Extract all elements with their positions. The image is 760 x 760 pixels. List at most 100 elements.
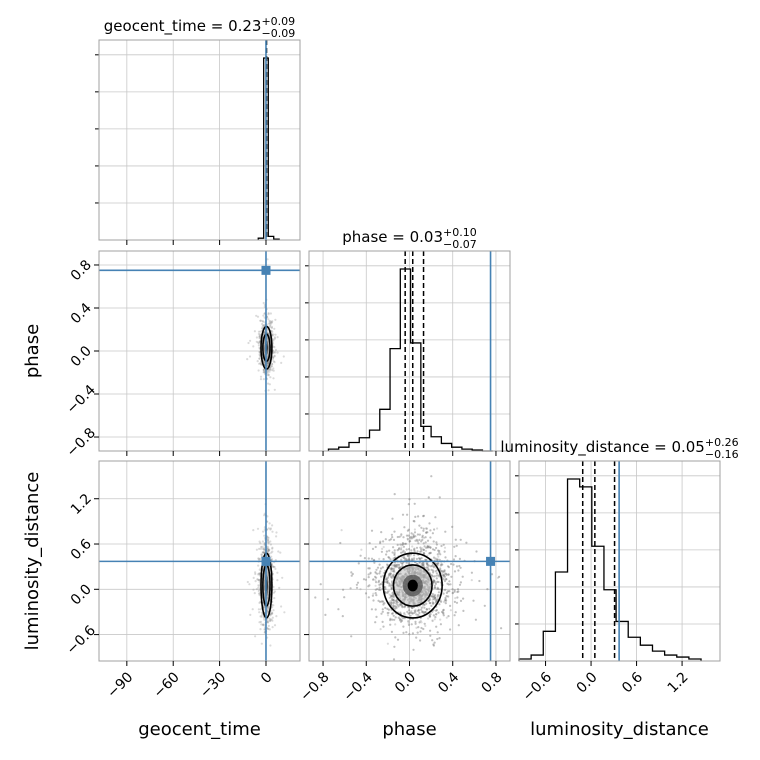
sample-point [431, 548, 435, 551]
sample-point [351, 572, 354, 576]
sample-point [437, 591, 440, 594]
sample-point [422, 552, 425, 555]
sample-point [422, 548, 426, 552]
sample-point [269, 528, 272, 531]
sample-point [432, 643, 435, 646]
sample-point [425, 608, 428, 611]
sample-point [253, 330, 256, 333]
sample-point [379, 567, 383, 570]
sample-point [393, 645, 396, 648]
sample-point [376, 587, 379, 591]
sample-point [256, 578, 259, 581]
sample-point [429, 602, 432, 605]
sample-point [433, 586, 437, 589]
sample-point [367, 585, 370, 588]
sample-point [371, 594, 374, 597]
sample-point [432, 571, 435, 574]
sample-point [256, 315, 260, 318]
sample-point [258, 588, 261, 591]
sample-point [266, 540, 270, 543]
sample-point [443, 579, 447, 583]
sample-point [369, 572, 372, 575]
sample-point [267, 360, 271, 363]
sample-point [440, 600, 443, 603]
sample-point [380, 531, 383, 534]
sample-point [374, 545, 377, 549]
sample-point [262, 551, 265, 554]
sample-point [266, 362, 269, 365]
sample-point [270, 558, 273, 561]
sample-point [426, 566, 429, 569]
sample-point [402, 631, 405, 635]
sample-point [408, 633, 411, 636]
sample-point [425, 602, 428, 605]
sample-point [407, 620, 410, 623]
sample-point [384, 591, 387, 594]
sample-point [389, 538, 393, 541]
sample-point [273, 590, 276, 593]
sample-point [432, 597, 435, 600]
sample-point [386, 607, 389, 611]
sample-point [435, 598, 438, 601]
sample-point [393, 552, 396, 555]
sample-point [435, 546, 438, 550]
sample-point [429, 602, 432, 605]
sample-point [431, 575, 434, 578]
sample-point [447, 573, 450, 576]
sample-point [260, 615, 263, 618]
sample-point [433, 598, 436, 601]
sample-point [429, 634, 432, 637]
density-peak [407, 579, 418, 592]
sample-point [393, 645, 396, 648]
sample-point [400, 618, 403, 621]
sample-point [375, 581, 378, 584]
sample-point [410, 535, 413, 539]
sample-point [428, 599, 431, 602]
sample-point [249, 339, 252, 342]
sample-point [274, 333, 277, 336]
sample-point [415, 613, 418, 616]
sample-point [437, 580, 440, 584]
sample-point [427, 568, 430, 571]
sample-point [387, 573, 391, 576]
sample-point [449, 628, 452, 631]
sample-point [374, 545, 377, 549]
sample-point [380, 600, 383, 603]
sample-point [390, 586, 393, 589]
sample-point [399, 620, 403, 623]
title-minus-error: −0.09 [262, 27, 296, 40]
sample-point [391, 570, 395, 573]
sample-point [408, 612, 411, 615]
sample-point [368, 567, 371, 570]
sample-point [381, 610, 384, 613]
sample-point [420, 626, 423, 630]
sample-point [413, 520, 416, 523]
sample-point [435, 613, 438, 616]
sample-point [422, 551, 425, 554]
sample-point [426, 545, 429, 548]
sample-point [379, 628, 382, 631]
sample-point [373, 561, 376, 564]
sample-point [385, 578, 388, 581]
sample-point [389, 558, 392, 561]
sample-point [368, 584, 371, 587]
sample-point [251, 608, 254, 611]
xaxis-label-phase: phase [382, 719, 436, 740]
sample-point [443, 569, 446, 572]
sample-point [414, 539, 417, 542]
sample-point [430, 604, 433, 608]
sample-point [402, 549, 405, 552]
sample-point [432, 614, 435, 617]
sample-point [379, 542, 382, 545]
sample-point [407, 562, 410, 565]
sample-point [390, 588, 393, 591]
sample-point [269, 376, 272, 379]
sample-point [396, 638, 400, 641]
sample-point [453, 600, 456, 604]
sample-point [372, 592, 375, 595]
sample-point [252, 345, 255, 348]
sample-point [246, 580, 249, 584]
sample-point [411, 632, 414, 635]
sample-point [422, 562, 425, 565]
sample-point [423, 545, 426, 548]
